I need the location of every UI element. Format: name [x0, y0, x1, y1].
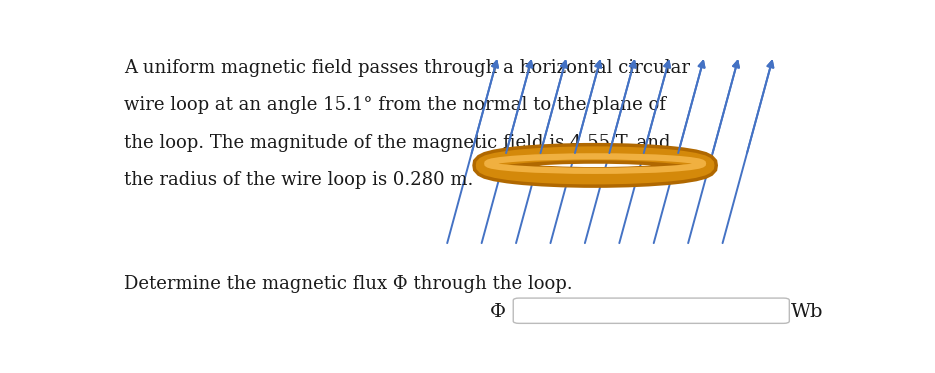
Text: Determine the magnetic flux Φ through the loop.: Determine the magnetic flux Φ through th… — [124, 275, 573, 292]
Text: the radius of the wire loop is 0.280 m.: the radius of the wire loop is 0.280 m. — [124, 171, 473, 189]
Text: the loop. The magnitude of the magnetic field is 4.55 T, and: the loop. The magnitude of the magnetic … — [124, 134, 670, 152]
FancyBboxPatch shape — [513, 298, 789, 323]
Text: Wb: Wb — [791, 303, 824, 321]
Text: A uniform magnetic field passes through a horizontal circular: A uniform magnetic field passes through … — [124, 59, 690, 77]
Text: Φ =: Φ = — [490, 303, 529, 321]
Text: wire loop at an angle 15.1° from the normal to the plane of: wire loop at an angle 15.1° from the nor… — [124, 97, 666, 115]
